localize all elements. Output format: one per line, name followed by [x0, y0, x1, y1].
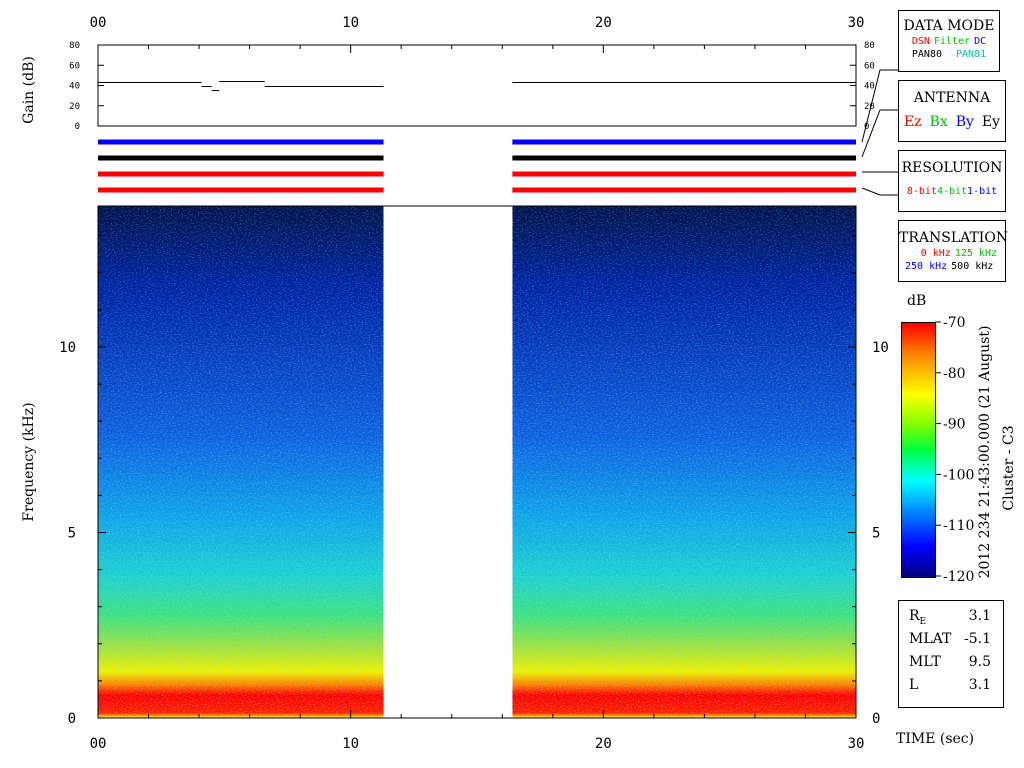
data-mode-panel: DATA MODE DSN Filter DC PAN80 PAN81: [898, 10, 1000, 72]
freq-tick-label: 10: [59, 340, 76, 356]
colorbar: [901, 322, 936, 578]
resolution-panel: RESOLUTION 8-bit4-bit1-bit: [898, 150, 1006, 212]
orbit-value: 3.1: [968, 608, 991, 624]
freq-tick-label: 0: [872, 711, 880, 727]
freq-tick-label: 5: [872, 525, 880, 541]
data-mode-title: DATA MODE: [903, 18, 995, 34]
gain-panel-frame: [97, 44, 857, 127]
colorbar-tick-label: -120: [943, 569, 974, 585]
panel-item: 250 kHz: [905, 261, 948, 272]
x-tick-label-bottom: 20: [595, 736, 612, 752]
orbit-row: MLAT -5.1: [899, 628, 1003, 651]
colorbar-tick-label: -100: [943, 467, 974, 483]
orbit-row: MLT 9.5: [899, 651, 1003, 674]
gain-tick-label: 80: [69, 41, 80, 51]
gain-tick-label: 0: [864, 122, 869, 132]
gain-tick-label: 20: [864, 102, 875, 112]
orbit-label: MLAT: [909, 631, 952, 647]
x-tick-label-bottom: 00: [90, 736, 107, 752]
x-axis-ticks: 00 00 10 10 20 20 30 30: [90, 15, 865, 752]
frequency-axis-label: Frequency (kHz): [21, 402, 37, 521]
resolution-title: RESOLUTION: [901, 160, 1003, 176]
panel-item: Bx: [929, 114, 948, 130]
status-lines: [98, 139, 856, 193]
x-tick-label-top: 20: [595, 15, 612, 31]
antenna-panel: ANTENNA Ez Bx By Ey: [898, 80, 1006, 142]
gain-axis-ticks: 0 0 20 20 40 40 60 60 80 80: [69, 41, 875, 132]
orbit-row: L 3.1: [899, 674, 1003, 697]
antenna-title: ANTENNA: [913, 90, 991, 106]
orbit-label: MLT: [909, 654, 941, 670]
translation-title: TRANSLATION: [899, 230, 1009, 246]
freq-tick-label: 0: [68, 711, 76, 727]
panel-item: 4-bit: [936, 186, 968, 197]
gain-tick-label: 80: [864, 41, 875, 51]
freq-tick-label: 10: [872, 340, 889, 356]
antenna-items: Ez Bx By Ey: [899, 114, 1005, 130]
x-tick-label-top: 10: [342, 15, 359, 31]
x-tick-label-top: 30: [848, 15, 865, 31]
x-tick-label-top: 00: [90, 15, 107, 31]
spectrogram-noise: [512, 206, 856, 718]
gain-tick-label: 60: [864, 61, 875, 71]
panel-item: By: [955, 114, 974, 130]
spectrogram-noise: [98, 206, 384, 718]
frequency-axis-ticks: 0 0 5 5 10 10: [59, 235, 889, 727]
gain-tick-label: 0: [75, 122, 80, 132]
colorbar-tick-label: -110: [943, 518, 974, 534]
x-tick-label-bottom: 10: [342, 736, 359, 752]
panel-item: 8-bit: [906, 186, 937, 197]
panel-item: Ey: [981, 114, 1001, 130]
colorbar-tick-label: -80: [943, 366, 966, 382]
panel-connectors: [861, 69, 898, 196]
orbit-value: 9.5: [968, 654, 991, 670]
panel-item: Filter: [933, 36, 971, 47]
gain-series: [98, 80, 856, 92]
gain-tick-label: 60: [69, 61, 80, 71]
orbit-label: RE: [909, 608, 927, 627]
translation-row1: 0 kHz 125 kHz: [899, 248, 1005, 259]
colorbar-label: dB: [907, 293, 926, 309]
time-axis-label: TIME (sec): [896, 731, 974, 747]
orbit-value: -5.1: [964, 631, 991, 647]
gain-axis-label: Gain (dB): [21, 56, 37, 124]
translation-panel: TRANSLATION 0 kHz 125 kHz 250 kHz 500 kHz: [898, 220, 1009, 282]
orbit-info-panel: RE 3.1 MLAT -5.1 MLT 9.5 L 3.1: [898, 600, 1004, 708]
panel-item: PAN81: [956, 49, 987, 60]
panel-item: 0 kHz: [920, 248, 951, 259]
panel-item: DSN: [911, 36, 930, 47]
orbit-label: L: [909, 677, 919, 693]
panel-item: 1-bit: [967, 186, 998, 197]
colorbar-ticks: -70 -80 -90 -100 -110 -120: [935, 315, 974, 585]
panel-item: DC: [974, 36, 987, 47]
spacecraft-label: Cluster - C3: [1001, 425, 1017, 510]
chart-title: 2012 234 21:43:00.000 (21 August): [977, 326, 993, 579]
resolution-items: 8-bit4-bit1-bit: [899, 186, 1005, 197]
data-gap: [383, 206, 513, 718]
freq-tick-label: 5: [68, 525, 76, 541]
colorbar-tick-label: -70: [943, 315, 966, 331]
colorbar-tick-label: -90: [943, 417, 966, 433]
orbit-row: RE 3.1: [899, 605, 1003, 628]
data-mode-row1: DSN Filter DC: [899, 36, 999, 47]
orbit-value: 3.1: [968, 677, 991, 693]
panel-item: 500 kHz: [951, 261, 994, 272]
panel-item: 125 kHz: [954, 248, 997, 259]
spectrogram: [98, 206, 856, 718]
panel-item: PAN80: [911, 49, 942, 60]
gain-tick-label: 20: [69, 102, 80, 112]
panel-item: Ez: [903, 114, 922, 130]
gain-tick-label: 40: [69, 82, 80, 92]
x-tick-label-bottom: 30: [848, 736, 865, 752]
data-mode-row2: PAN80 PAN81: [899, 49, 999, 60]
gain-tick-label: 40: [864, 82, 875, 92]
translation-row2: 250 kHz 500 kHz: [899, 261, 1005, 272]
spectrogram-frame: [97, 205, 857, 719]
